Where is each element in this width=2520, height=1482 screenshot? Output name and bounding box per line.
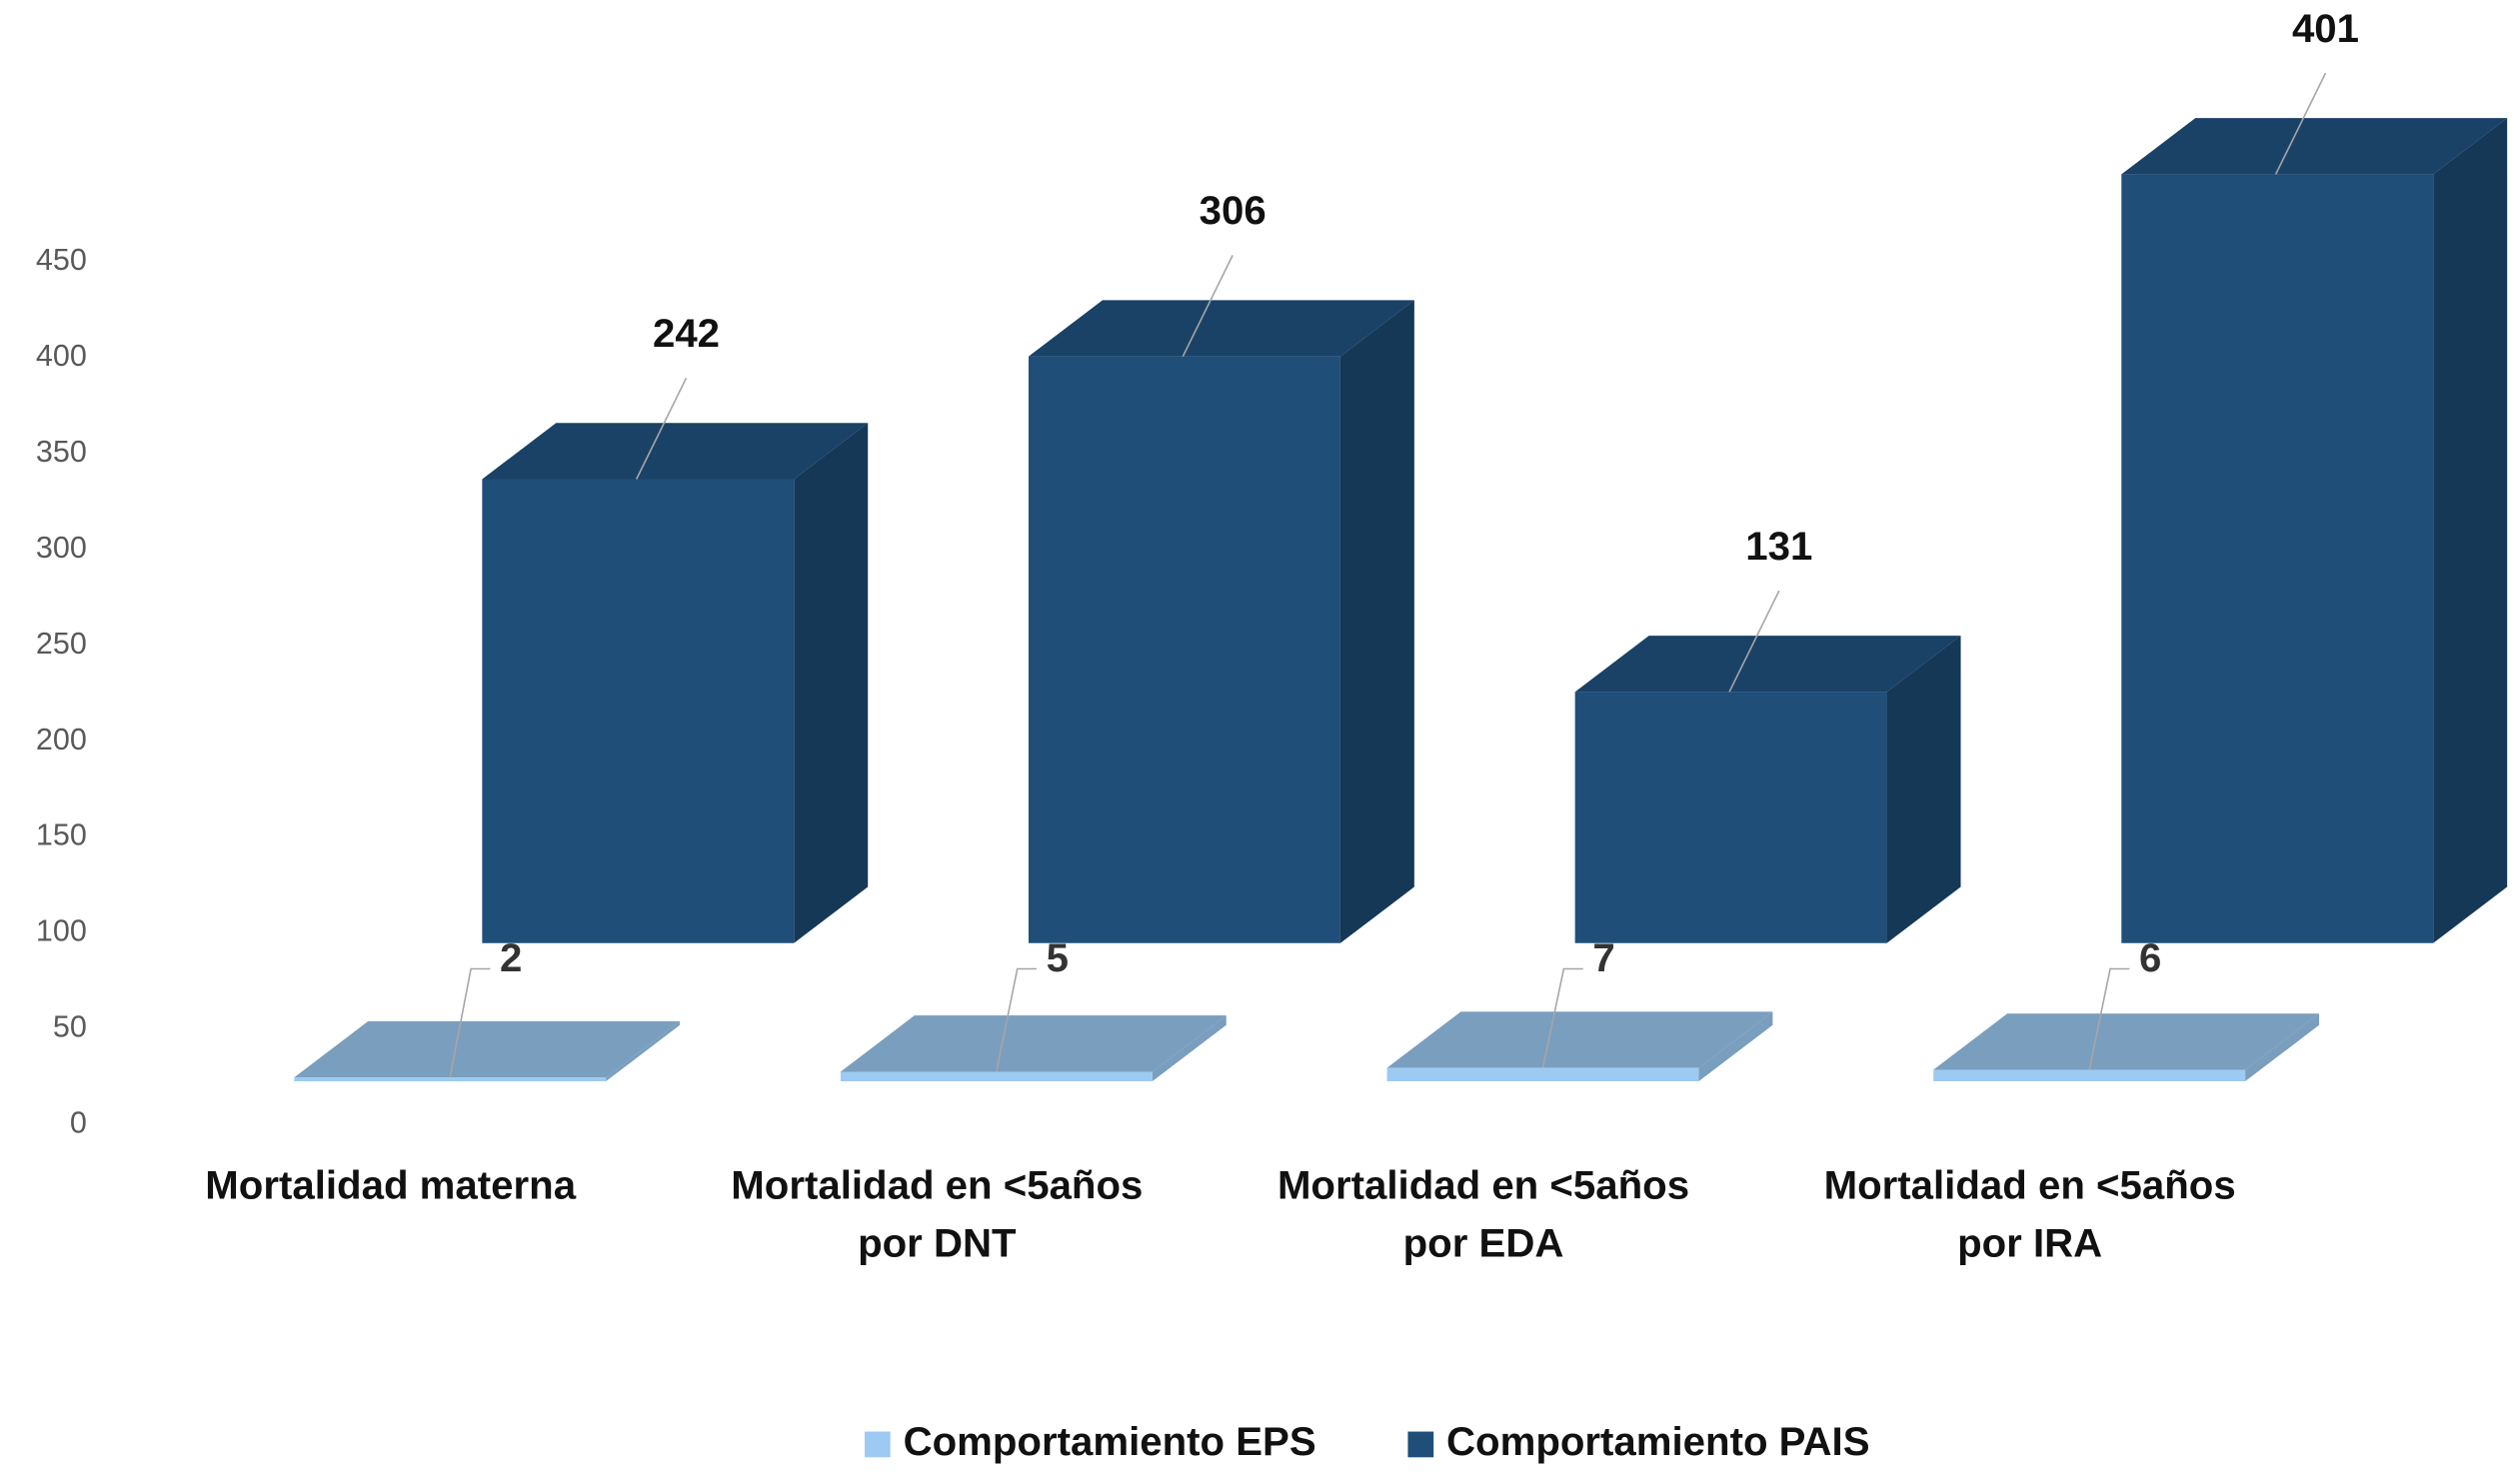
leader-line: [1541, 967, 1583, 1068]
bar: [294, 1020, 681, 1082]
bar-top: [482, 423, 869, 480]
bar: [482, 423, 869, 943]
bar-top: [294, 1020, 681, 1078]
y-tick-label: 450: [36, 243, 87, 277]
bar-front: [2121, 174, 2434, 943]
bar-front: [1386, 1067, 1699, 1082]
bar: [1933, 1013, 2320, 1082]
data-label: 306: [1200, 188, 1266, 233]
bar-front: [840, 1071, 1153, 1082]
x-tick-label: Mortalidad en <5años por DNT: [731, 1163, 1144, 1266]
bar-top: [840, 1015, 1227, 1072]
y-tick-label: 100: [36, 914, 87, 948]
data-label: 5: [1047, 935, 1069, 980]
leader-line: [449, 967, 491, 1078]
leader-line: [2088, 967, 2130, 1070]
bar-side: [2245, 1013, 2320, 1082]
leader-line: [1182, 255, 1234, 358]
bar-top: [1386, 1011, 1773, 1068]
y-tick-label: 350: [36, 435, 87, 469]
data-label: 7: [1592, 935, 1614, 980]
y-tick-label: 0: [70, 1106, 87, 1140]
bar-side: [1152, 1015, 1227, 1082]
bar-top: [1574, 636, 1961, 693]
bar: [2121, 118, 2508, 943]
data-label: 6: [2139, 935, 2161, 980]
bar-side: [794, 423, 869, 943]
data-label: 131: [1745, 524, 1812, 569]
y-tick-label: 300: [36, 531, 87, 565]
bar: [1386, 1011, 1773, 1082]
bar-top: [1933, 1013, 2320, 1070]
data-label: 2: [500, 935, 522, 980]
bar-side: [1698, 1011, 1773, 1082]
leader-line: [635, 377, 688, 480]
bar-front: [1933, 1069, 2246, 1082]
y-tick-label: 150: [36, 818, 87, 852]
bar-front: [294, 1077, 607, 1082]
x-tick-label: Mortalidad en <5años por EDA: [1276, 1163, 1690, 1266]
bar-top: [2121, 118, 2508, 175]
bar-side: [606, 1020, 681, 1082]
x-tick-label: Mortalidad materna: [205, 1163, 577, 1209]
bar: [1028, 300, 1414, 943]
bar-front: [482, 479, 795, 943]
legend-swatch: [864, 1431, 891, 1458]
data-label: 242: [653, 311, 720, 356]
bar-side: [1339, 300, 1414, 943]
data-label: 401: [2292, 6, 2359, 51]
leader-line: [996, 967, 1038, 1072]
y-tick-label: 250: [36, 627, 87, 661]
bar-top: [1028, 300, 1414, 357]
y-tick-label: 400: [36, 339, 87, 373]
bar-front: [1028, 356, 1340, 943]
leader-line: [1728, 590, 1780, 693]
legend-swatch: [1407, 1431, 1434, 1458]
leader-line: [2274, 72, 2327, 175]
y-tick-label: 50: [53, 1010, 87, 1044]
legend-label: Comportamiento EPS: [904, 1419, 1316, 1464]
legend-label: Comportamiento PAIS: [1446, 1419, 1869, 1464]
bar: [1574, 636, 1961, 943]
bar-front: [1574, 692, 1887, 943]
x-tick-label: Mortalidad en <5años por IRA: [1823, 1163, 2236, 1266]
bar-side: [2433, 118, 2508, 943]
bar-side: [1886, 636, 1961, 943]
bar: [840, 1015, 1227, 1082]
y-tick-label: 200: [36, 723, 87, 756]
